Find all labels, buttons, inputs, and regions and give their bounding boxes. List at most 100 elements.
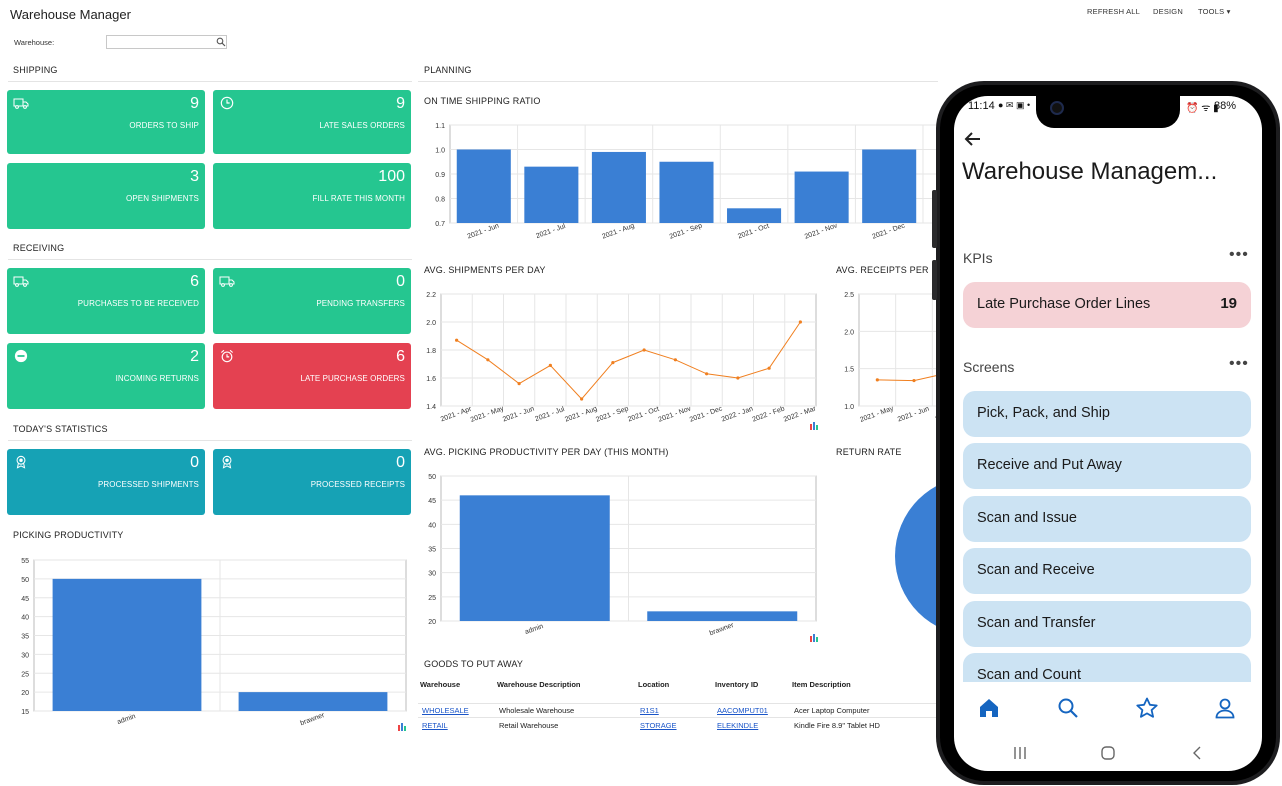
- status-signal-icons: ⏰ ᯤ ▮: [1186, 103, 1219, 114]
- x-tick-label: 2022 - Jan: [721, 406, 755, 424]
- tile-pending-transfers[interactable]: 0 PENDING TRANSFERS: [213, 268, 411, 334]
- star-icon[interactable]: [1135, 696, 1159, 720]
- chart-export-icon[interactable]: [398, 722, 407, 731]
- chart-title-avg-picking-month: AVG. PICKING PRODUCTIVITY PER DAY (THIS …: [424, 447, 669, 457]
- warehouse-input[interactable]: [106, 35, 227, 49]
- y-tick-label: 2.0: [844, 329, 854, 336]
- screen-scan-transfer[interactable]: Scan and Transfer: [963, 601, 1251, 647]
- more-options-icon[interactable]: •••: [1229, 246, 1249, 263]
- cell-location-link[interactable]: R1S1: [640, 706, 659, 715]
- tile-label: PROCESSED SHIPMENTS: [97, 480, 199, 489]
- x-tick-label: 2021 - Jul: [535, 223, 567, 240]
- chart-export-icon[interactable]: [810, 421, 819, 430]
- cell-warehouse-link[interactable]: RETAIL: [422, 721, 448, 730]
- screen-receive-put-away[interactable]: Receive and Put Away: [963, 443, 1251, 489]
- home-icon[interactable]: [977, 696, 1001, 720]
- tile-orders-to-ship[interactable]: 9 ORDERS TO SHIP: [7, 90, 205, 154]
- bar: [794, 171, 849, 223]
- tile-processed-receipts[interactable]: 0 PROCESSED RECEIPTS: [213, 449, 411, 515]
- x-tick-label: 2021 - Aug: [601, 222, 635, 240]
- avg-picking-month-chart: 20 25 30 35 40 45 50 admin brawner: [428, 474, 817, 637]
- tile-incoming-returns[interactable]: 2 INCOMING RETURNS: [7, 343, 205, 409]
- search-icon[interactable]: [216, 37, 226, 47]
- clock-icon: [220, 96, 234, 110]
- x-tick-label: 2021 - Jul: [534, 406, 566, 423]
- refresh-all-button[interactable]: REFRESH ALL: [1087, 7, 1141, 16]
- tile-label: LATE SALES ORDERS: [319, 121, 405, 130]
- col-header-item-description[interactable]: Item Description: [792, 680, 851, 689]
- kpi-value: 19: [1220, 295, 1237, 312]
- y-tick-label: 1.8: [426, 348, 436, 355]
- y-tick-label: 1.0: [844, 404, 854, 411]
- cell-inventory-id-link[interactable]: AACOMPUT01: [717, 706, 768, 715]
- tile-purchases-to-be-received[interactable]: 6 PURCHASES TO BE RECEIVED: [7, 268, 205, 334]
- chart-export-icon[interactable]: [810, 633, 819, 642]
- status-notification-icons: ● ✉ ▣ •: [998, 100, 1031, 110]
- recent-apps-icon[interactable]: [1012, 745, 1028, 761]
- cell-inventory-id-link[interactable]: ELEKINDLE: [717, 721, 759, 730]
- cell-warehouse-description: Wholesale Warehouse: [499, 706, 575, 715]
- back-arrow-icon[interactable]: [963, 129, 983, 149]
- person-icon[interactable]: [1213, 696, 1237, 720]
- y-tick-label: 0.9: [435, 172, 445, 179]
- tile-late-purchase-orders[interactable]: 6 LATE PURCHASE ORDERS: [213, 343, 411, 409]
- col-header-inventory-id[interactable]: Inventory ID: [715, 680, 759, 689]
- receiving-heading: RECEIVING: [13, 243, 65, 253]
- cell-item-description: Acer Laptop Computer: [794, 706, 870, 715]
- bottom-nav-bar: [954, 682, 1262, 734]
- volume-button: [932, 190, 937, 248]
- col-header-warehouse-description[interactable]: Warehouse Description: [497, 680, 581, 689]
- x-tick-label: brawner: [709, 622, 736, 637]
- screen-label: Scan and Receive: [977, 562, 1095, 578]
- col-header-warehouse[interactable]: Warehouse: [420, 680, 461, 689]
- on-time-shipping-chart: 0.7 0.8 0.9 1.0 1.1 2021 - Jun 2021 - Jul 2021 …: [435, 123, 951, 241]
- bar: [52, 578, 202, 711]
- y-tick-label: 30: [428, 571, 436, 578]
- shipping-heading: SHIPPING: [13, 65, 58, 75]
- tile-value: 0: [396, 273, 405, 290]
- y-tick-label: 2.5: [844, 292, 854, 299]
- mobile-page-title: Warehouse Managem...: [962, 158, 1218, 185]
- data-point: [767, 366, 771, 370]
- tile-late-sales-orders[interactable]: 9 LATE SALES ORDERS: [213, 90, 411, 154]
- tile-processed-shipments[interactable]: 0 PROCESSED SHIPMENTS: [7, 449, 205, 515]
- divider: [418, 703, 938, 704]
- x-tick-label: 2021 - Jun: [467, 223, 501, 241]
- warehouse-label: Warehouse:: [14, 38, 55, 47]
- x-tick-label: 2021 - Oct: [737, 223, 770, 241]
- data-point: [736, 376, 740, 380]
- y-tick-label: 1.4: [426, 404, 436, 411]
- kpi-label: Late Purchase Order Lines: [977, 296, 1151, 312]
- cell-location-link[interactable]: STORAGE: [640, 721, 677, 730]
- col-header-location[interactable]: Location: [638, 680, 670, 689]
- tools-menu-button[interactable]: TOOLS ▾: [1198, 7, 1231, 16]
- y-tick-label: 20: [428, 619, 436, 626]
- minus-circle-icon: [14, 349, 28, 363]
- tile-value: 100: [378, 168, 405, 185]
- search-icon[interactable]: [1056, 696, 1080, 720]
- bar: [524, 166, 579, 223]
- tile-open-shipments[interactable]: 3 OPEN SHIPMENTS: [7, 163, 205, 229]
- bar: [647, 611, 798, 621]
- tile-value: 6: [396, 348, 405, 365]
- screen-scan-receive[interactable]: Scan and Receive: [963, 548, 1251, 594]
- design-button[interactable]: DESIGN: [1153, 7, 1183, 16]
- data-point: [673, 358, 677, 362]
- kpi-late-purchase-order-lines[interactable]: Late Purchase Order Lines 19: [963, 282, 1251, 328]
- chart-title-picking-productivity: PICKING PRODUCTIVITY: [13, 530, 124, 540]
- screen-scan-issue[interactable]: Scan and Issue: [963, 496, 1251, 542]
- more-options-icon[interactable]: •••: [1229, 355, 1249, 372]
- chart-title-avg-shipments: AVG. SHIPMENTS PER DAY: [424, 265, 546, 275]
- y-tick-label: 1.1: [435, 123, 445, 130]
- tile-fill-rate[interactable]: 100 FILL RATE THIS MONTH: [213, 163, 411, 229]
- cell-warehouse-link[interactable]: WHOLESALE: [422, 706, 469, 715]
- tile-value: 0: [190, 454, 199, 471]
- bar: [659, 161, 714, 223]
- camera-icon: [1050, 101, 1064, 115]
- x-tick-label: 2022 - Feb: [752, 405, 786, 423]
- screen-pick-pack-ship[interactable]: Pick, Pack, and Ship: [963, 391, 1251, 437]
- tile-value: 9: [396, 95, 405, 112]
- system-back-icon[interactable]: [1189, 745, 1205, 761]
- home-button-icon[interactable]: [1100, 745, 1116, 761]
